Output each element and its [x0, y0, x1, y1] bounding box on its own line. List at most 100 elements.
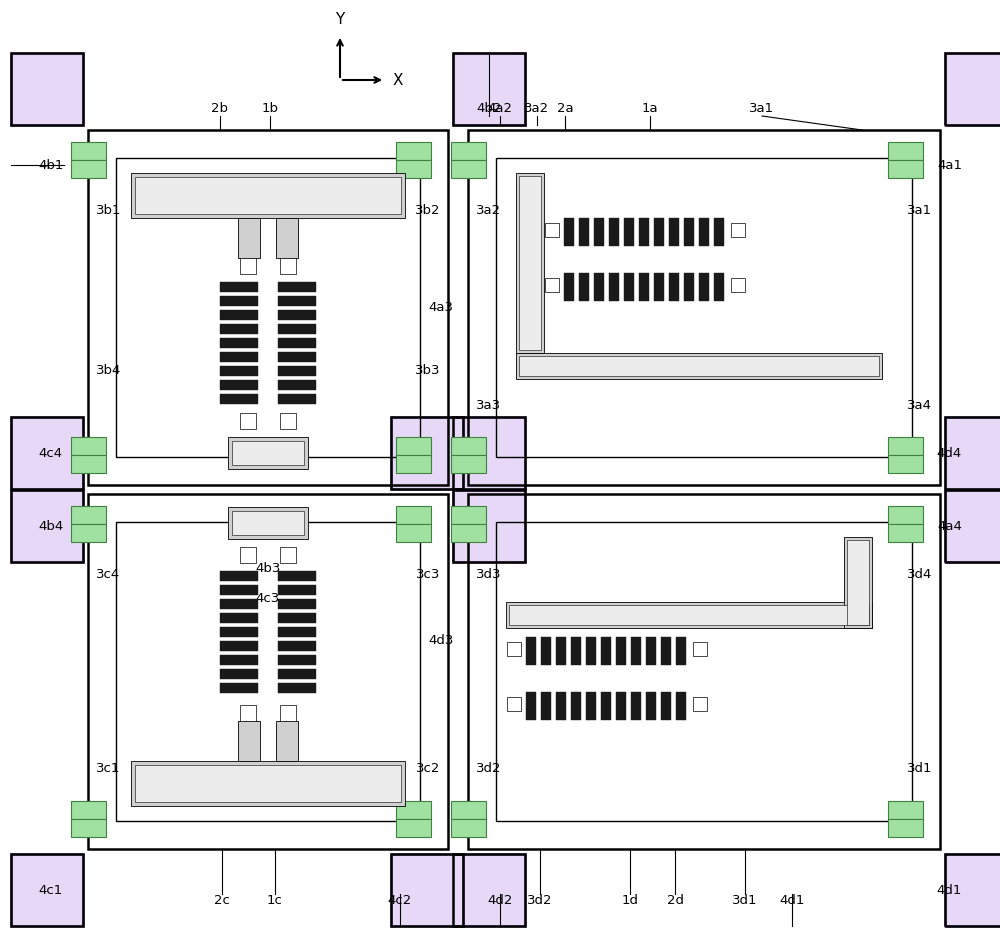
Text: Y: Y	[335, 12, 345, 27]
Bar	[278, 324, 316, 334]
Bar	[71, 506, 106, 524]
Bar	[220, 599, 258, 609]
Bar	[240, 705, 256, 721]
Bar	[594, 218, 604, 246]
Text: 4a4: 4a4	[937, 520, 962, 533]
Text: 4d1: 4d1	[937, 884, 962, 897]
Bar	[888, 142, 923, 160]
Bar	[844, 537, 872, 628]
Bar	[731, 223, 745, 237]
Text: 1a: 1a	[642, 101, 658, 114]
Bar	[601, 637, 611, 665]
Bar	[220, 324, 258, 334]
Bar	[888, 819, 923, 837]
Bar	[579, 273, 589, 301]
Bar	[714, 273, 724, 301]
Bar	[564, 218, 574, 246]
Text: 3c2: 3c2	[416, 763, 440, 776]
Bar	[945, 490, 1000, 562]
Text: 3a3: 3a3	[476, 399, 501, 412]
Bar	[278, 310, 316, 320]
Bar	[506, 602, 872, 628]
Text: 3d3: 3d3	[476, 567, 502, 581]
Bar	[609, 273, 619, 301]
Bar	[71, 801, 106, 819]
Bar	[453, 490, 525, 562]
Bar	[131, 173, 405, 218]
Bar	[888, 437, 923, 455]
Bar	[88, 130, 448, 485]
Bar	[564, 273, 574, 301]
Bar	[278, 571, 316, 581]
Text: 4a2: 4a2	[488, 101, 512, 114]
Bar	[639, 218, 649, 246]
Bar	[453, 417, 525, 489]
Bar	[135, 765, 401, 802]
Bar	[278, 380, 316, 390]
Bar	[888, 506, 923, 524]
Bar	[586, 637, 596, 665]
Bar	[453, 53, 525, 125]
Bar	[639, 273, 649, 301]
Bar	[220, 683, 258, 693]
Text: 3a2: 3a2	[476, 204, 501, 217]
Bar	[888, 455, 923, 473]
Bar	[11, 53, 83, 125]
Bar	[545, 223, 559, 237]
Bar	[676, 692, 686, 720]
Bar	[624, 273, 634, 301]
Text: 1c: 1c	[267, 894, 283, 906]
Bar	[278, 599, 316, 609]
Bar	[116, 158, 420, 457]
Bar	[280, 413, 296, 429]
Bar	[220, 296, 258, 306]
Text: 3d2: 3d2	[527, 894, 553, 906]
Text: 4b2: 4b2	[476, 101, 502, 114]
Bar	[616, 692, 626, 720]
Bar	[571, 637, 581, 665]
Bar	[468, 130, 940, 485]
Bar	[847, 540, 869, 625]
Bar	[396, 506, 431, 524]
Bar	[888, 801, 923, 819]
Bar	[232, 441, 304, 465]
Bar	[669, 273, 679, 301]
Bar	[451, 819, 486, 837]
Bar	[280, 705, 296, 721]
Bar	[276, 218, 298, 258]
Bar	[278, 338, 316, 348]
Text: 3c1: 3c1	[96, 763, 120, 776]
Bar	[945, 417, 1000, 489]
Bar	[278, 296, 316, 306]
Bar	[507, 697, 521, 711]
Bar	[586, 692, 596, 720]
Bar	[240, 547, 256, 563]
Bar	[631, 637, 641, 665]
Bar	[131, 761, 405, 806]
Text: 4d3: 4d3	[428, 634, 453, 647]
Text: 3d2: 3d2	[476, 763, 502, 776]
Bar	[220, 641, 258, 651]
Bar	[391, 417, 463, 489]
Bar	[646, 637, 656, 665]
Bar	[451, 455, 486, 473]
Text: 4d1: 4d1	[779, 894, 805, 906]
Bar	[220, 655, 258, 665]
Text: 3a1: 3a1	[749, 101, 775, 114]
Bar	[228, 437, 308, 469]
Text: 4d2: 4d2	[487, 894, 513, 906]
Text: 4c4: 4c4	[38, 446, 62, 460]
Bar	[220, 669, 258, 679]
Bar	[278, 641, 316, 651]
Bar	[228, 507, 308, 539]
Text: 4a1: 4a1	[937, 159, 962, 172]
Bar	[11, 417, 83, 489]
Bar	[453, 53, 525, 125]
Bar	[220, 352, 258, 362]
Text: 4b3: 4b3	[255, 563, 281, 576]
Text: 4c2: 4c2	[388, 894, 412, 906]
Bar	[609, 218, 619, 246]
Bar	[396, 819, 431, 837]
Bar	[945, 53, 1000, 125]
Bar	[220, 394, 258, 404]
